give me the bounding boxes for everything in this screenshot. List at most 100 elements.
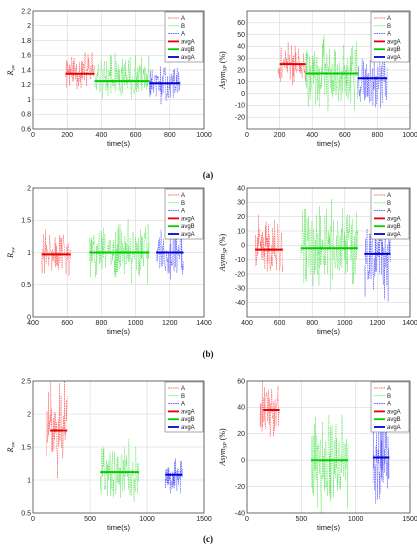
- x-tick-label: 600: [274, 320, 286, 327]
- x-tick-label: 800: [164, 132, 176, 139]
- y-tick-label: 10: [237, 79, 245, 86]
- legend-label-avgb: avgB: [181, 47, 195, 53]
- axes-frame: [246, 187, 411, 318]
- y-tick-label: 1.8: [21, 38, 31, 45]
- legend-label-avga: avgA: [387, 55, 401, 61]
- x-tick-label: 1000: [337, 320, 353, 327]
- legend-label-avga: avgA: [181, 39, 195, 45]
- y-tick-label: 0: [27, 314, 31, 321]
- series-trace-b-2: [310, 414, 349, 513]
- y-tick-label: -10: [235, 103, 245, 110]
- legend-label-avgb: avgB: [387, 417, 401, 423]
- series-trace-a-3: [164, 458, 183, 494]
- y-tick-label: 1: [27, 250, 31, 257]
- x-axis-label: time(s): [317, 139, 340, 148]
- legend-label-avgb: avgB: [181, 224, 195, 230]
- legend-label-avga: avgA: [387, 232, 401, 238]
- y-tick-label: 1: [27, 477, 31, 484]
- x-tick-label: 1000: [348, 516, 364, 523]
- y-tick-label: 1.2: [21, 82, 31, 89]
- x-tick-label: 0: [31, 132, 35, 139]
- y-tick-label: 30: [237, 200, 245, 207]
- series-trace-a-1: [254, 214, 284, 272]
- axes-frame: [246, 380, 411, 514]
- x-axis-label: time(s): [107, 523, 130, 532]
- y-tick-label: -20: [235, 271, 245, 278]
- y-axis-label: Rsw: [6, 64, 17, 76]
- axes-frame: [32, 187, 205, 318]
- legend-label-a: A: [387, 16, 391, 22]
- legend-label-a: A: [181, 193, 185, 199]
- y-tick-label: 60: [237, 20, 245, 27]
- x-axis-label: time(s): [317, 523, 340, 532]
- x-tick-label: 1000: [402, 132, 417, 139]
- legend-label-avga: avgA: [181, 55, 195, 61]
- legend-label-b: B: [181, 201, 185, 207]
- legend-label-b: B: [181, 394, 185, 400]
- y-tick-label: 1.5: [21, 218, 31, 225]
- y-tick-label: 0.5: [21, 282, 31, 289]
- legend-box: [164, 11, 204, 63]
- series-trace-a-3: [357, 55, 388, 109]
- legend-box: [370, 381, 410, 433]
- y-tick-label: 1.5: [21, 444, 31, 451]
- chart-panel-4: 400 600 800 1000 1200 1400 -40 -30 -20 -10 0 10 20 30…: [218, 185, 417, 336]
- y-axis-label: AsymSP (%): [218, 233, 229, 272]
- x-tick-label: 600: [130, 132, 142, 139]
- series-trace-a-1: [259, 381, 280, 437]
- y-axis-label: Rsw: [6, 247, 17, 259]
- axes-frame: [32, 10, 205, 130]
- y-tick-label: 0.6: [21, 126, 31, 133]
- caption-a: (a): [203, 170, 214, 180]
- y-tick-label: 40: [237, 44, 245, 51]
- y-tick-label: -40: [235, 300, 245, 307]
- x-tick-label: 800: [372, 132, 384, 139]
- x-tick-label: 1400: [196, 320, 212, 327]
- x-axis-label: time(s): [107, 139, 130, 148]
- legend-label-avga: avgA: [181, 409, 195, 415]
- x-tick-label: 1000: [196, 132, 212, 139]
- legend-label-avga: avgA: [181, 425, 195, 431]
- y-tick-label: -20: [235, 484, 245, 491]
- legend-box: [370, 188, 410, 240]
- legend-label-b: B: [387, 24, 391, 30]
- x-tick-label: 400: [27, 320, 39, 327]
- axes-frame: [32, 380, 205, 514]
- legend-label-avga: avgA: [181, 216, 195, 222]
- series-trace-b-2: [94, 52, 150, 99]
- chart-panel-6: 0 500 1000 1500 -40 -20 0 20 40 60 time(s) AsymSP (…: [218, 378, 417, 532]
- y-tick-label: 2: [27, 411, 31, 418]
- legend-label-a: A: [387, 32, 391, 38]
- legend-box: [164, 381, 204, 433]
- legend-label-avgb: avgB: [181, 417, 195, 423]
- y-tick-label: 1: [27, 97, 31, 104]
- x-tick-label: 500: [295, 516, 307, 523]
- legend-label-a: A: [387, 193, 391, 199]
- y-axis-label: Rsw: [6, 441, 17, 453]
- y-tick-label: 0: [241, 458, 245, 465]
- legend-label-a: A: [181, 16, 185, 22]
- caption-c: (c): [203, 534, 213, 544]
- legend-label-avga: avgA: [387, 425, 401, 431]
- series-trace-a-3: [149, 66, 181, 105]
- x-tick-label: 1000: [139, 516, 155, 523]
- y-tick-label: -20: [235, 115, 245, 122]
- x-tick-label: 400: [241, 320, 253, 327]
- y-tick-label: 10: [237, 228, 245, 235]
- caption-b: (b): [203, 349, 214, 359]
- series-trace-b-2: [100, 438, 140, 502]
- y-tick-label: 40: [237, 405, 245, 412]
- legend-label-a: A: [387, 209, 391, 215]
- legend-label-b: B: [387, 394, 391, 400]
- legend-label-avga: avgA: [181, 232, 195, 238]
- legend-label-a: A: [181, 209, 185, 215]
- y-tick-label: 2.2: [21, 8, 31, 15]
- y-tick-label: 2: [27, 185, 31, 192]
- y-tick-label: 50: [237, 32, 245, 39]
- x-tick-label: 400: [306, 132, 318, 139]
- x-tick-label: 1200: [370, 320, 386, 327]
